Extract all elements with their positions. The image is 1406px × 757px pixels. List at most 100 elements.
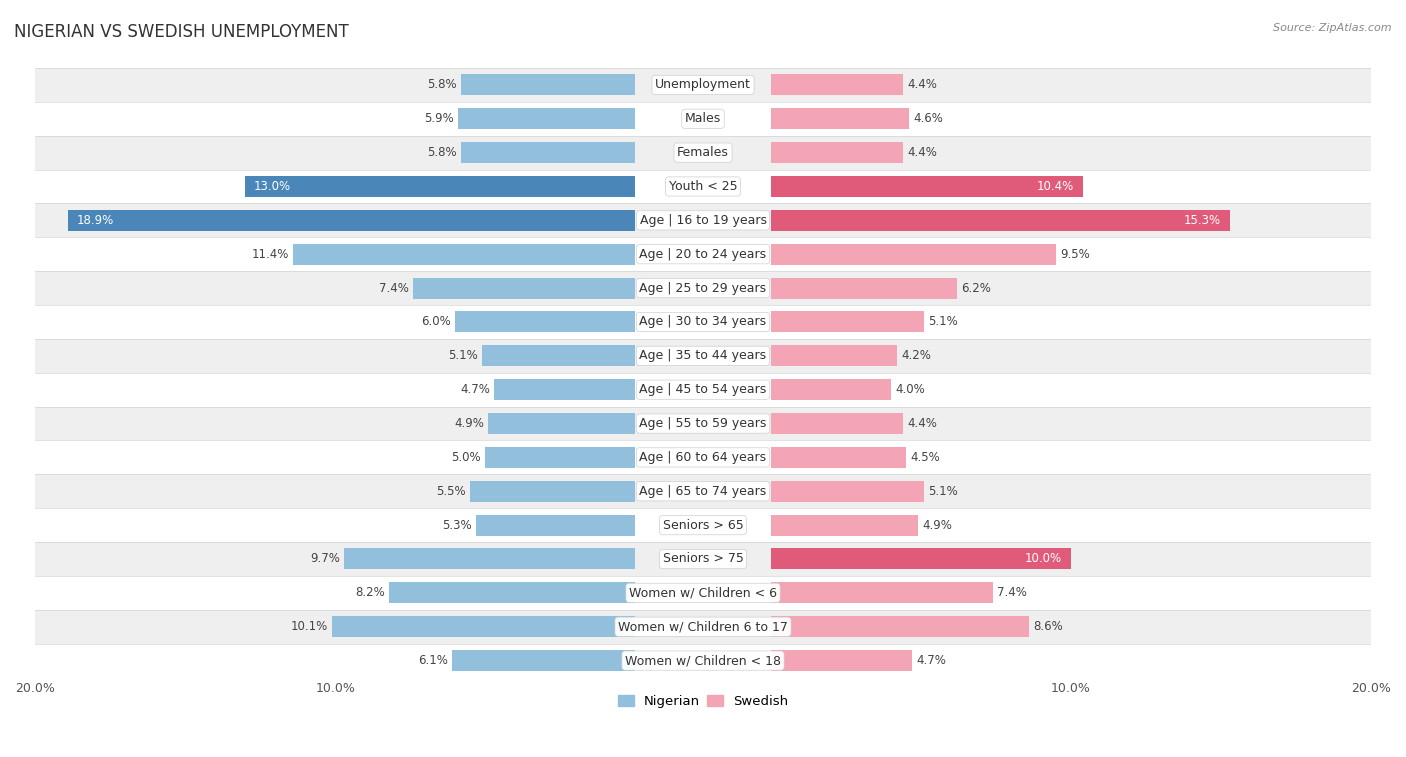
Text: 4.7%: 4.7% [460, 383, 489, 396]
Bar [35, 508, 1371, 542]
Bar [770, 379, 890, 400]
Text: 4.2%: 4.2% [901, 349, 931, 363]
Bar [770, 278, 956, 298]
Text: Males: Males [685, 112, 721, 126]
Bar [245, 176, 636, 197]
Bar [35, 237, 1371, 271]
Bar [770, 244, 1056, 265]
Bar [770, 481, 924, 502]
Text: 4.6%: 4.6% [912, 112, 943, 126]
Text: Youth < 25: Youth < 25 [669, 180, 737, 193]
Text: 4.4%: 4.4% [907, 417, 936, 430]
Text: 4.4%: 4.4% [907, 146, 936, 159]
Text: 8.2%: 8.2% [354, 587, 385, 600]
Text: 5.8%: 5.8% [427, 79, 457, 92]
Bar [456, 311, 636, 332]
Text: 5.0%: 5.0% [451, 451, 481, 464]
Bar [495, 379, 636, 400]
Bar [389, 582, 636, 603]
Bar [477, 515, 636, 536]
Bar [770, 582, 993, 603]
Text: Women w/ Children < 18: Women w/ Children < 18 [626, 654, 780, 667]
Text: Women w/ Children < 6: Women w/ Children < 6 [628, 587, 778, 600]
Text: 5.3%: 5.3% [441, 519, 472, 531]
Bar [35, 441, 1371, 475]
Bar [770, 515, 918, 536]
Text: Age | 30 to 34 years: Age | 30 to 34 years [640, 316, 766, 329]
Bar [770, 176, 1083, 197]
Text: 7.4%: 7.4% [997, 587, 1028, 600]
Text: 5.1%: 5.1% [449, 349, 478, 363]
Bar [770, 345, 897, 366]
Text: Age | 35 to 44 years: Age | 35 to 44 years [640, 349, 766, 363]
Text: 4.9%: 4.9% [454, 417, 484, 430]
Bar [332, 616, 636, 637]
Bar [770, 108, 908, 129]
Bar [35, 542, 1371, 576]
Text: 18.9%: 18.9% [77, 214, 114, 227]
Text: 13.0%: 13.0% [254, 180, 291, 193]
Bar [35, 610, 1371, 643]
Text: Source: ZipAtlas.com: Source: ZipAtlas.com [1274, 23, 1392, 33]
Bar [35, 68, 1371, 102]
Text: Age | 55 to 59 years: Age | 55 to 59 years [640, 417, 766, 430]
Text: NIGERIAN VS SWEDISH UNEMPLOYMENT: NIGERIAN VS SWEDISH UNEMPLOYMENT [14, 23, 349, 41]
Text: Seniors > 75: Seniors > 75 [662, 553, 744, 565]
Text: 6.2%: 6.2% [962, 282, 991, 294]
Text: 9.7%: 9.7% [309, 553, 340, 565]
Bar [488, 413, 636, 434]
Text: 5.5%: 5.5% [436, 484, 465, 498]
Bar [770, 74, 903, 95]
Text: 5.1%: 5.1% [928, 484, 957, 498]
Text: 5.9%: 5.9% [425, 112, 454, 126]
Bar [35, 339, 1371, 372]
Legend: Nigerian, Swedish: Nigerian, Swedish [613, 690, 793, 714]
Text: 7.4%: 7.4% [378, 282, 409, 294]
Text: Age | 60 to 64 years: Age | 60 to 64 years [640, 451, 766, 464]
Bar [770, 650, 911, 671]
Bar [770, 447, 905, 468]
Bar [770, 210, 1230, 231]
Text: Females: Females [678, 146, 728, 159]
Text: Age | 20 to 24 years: Age | 20 to 24 years [640, 248, 766, 260]
Bar [461, 142, 636, 164]
Text: Unemployment: Unemployment [655, 79, 751, 92]
Bar [770, 616, 1029, 637]
Bar [67, 210, 636, 231]
Text: 4.9%: 4.9% [922, 519, 952, 531]
Bar [35, 136, 1371, 170]
Bar [413, 278, 636, 298]
Text: Age | 16 to 19 years: Age | 16 to 19 years [640, 214, 766, 227]
Bar [770, 413, 903, 434]
Text: 9.5%: 9.5% [1060, 248, 1090, 260]
Text: 4.4%: 4.4% [907, 79, 936, 92]
Bar [453, 650, 636, 671]
Text: 6.0%: 6.0% [420, 316, 451, 329]
Bar [35, 271, 1371, 305]
Bar [35, 576, 1371, 610]
Text: Age | 45 to 54 years: Age | 45 to 54 years [640, 383, 766, 396]
Bar [461, 74, 636, 95]
Bar [35, 475, 1371, 508]
Bar [482, 345, 636, 366]
Text: 10.4%: 10.4% [1036, 180, 1074, 193]
Text: Seniors > 65: Seniors > 65 [662, 519, 744, 531]
Text: 10.0%: 10.0% [1025, 553, 1062, 565]
Text: 8.6%: 8.6% [1033, 620, 1063, 633]
Text: 4.7%: 4.7% [917, 654, 946, 667]
Text: 5.1%: 5.1% [928, 316, 957, 329]
Bar [35, 407, 1371, 441]
Text: 15.3%: 15.3% [1184, 214, 1220, 227]
Text: 10.1%: 10.1% [291, 620, 328, 633]
Bar [770, 142, 903, 164]
Bar [35, 372, 1371, 407]
Bar [35, 204, 1371, 237]
Bar [35, 305, 1371, 339]
Text: 4.0%: 4.0% [896, 383, 925, 396]
Bar [35, 170, 1371, 204]
Bar [344, 549, 636, 569]
Bar [770, 311, 924, 332]
Text: 6.1%: 6.1% [418, 654, 447, 667]
Text: Age | 25 to 29 years: Age | 25 to 29 years [640, 282, 766, 294]
Bar [485, 447, 636, 468]
